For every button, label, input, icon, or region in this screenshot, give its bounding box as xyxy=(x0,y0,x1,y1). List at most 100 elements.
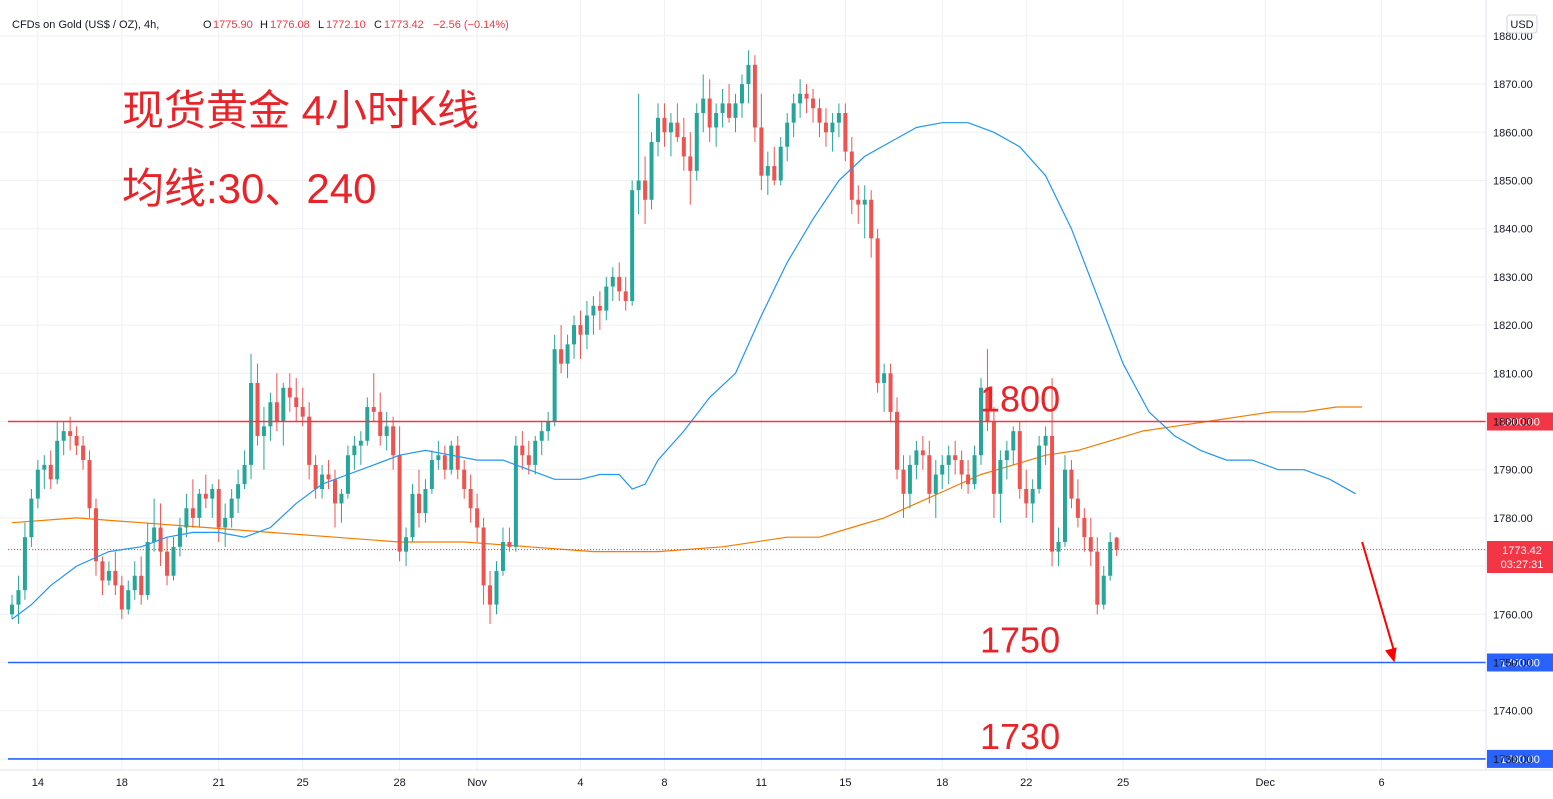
candle xyxy=(591,296,596,335)
candle xyxy=(436,440,441,470)
candle xyxy=(22,522,27,600)
candle-body xyxy=(294,397,299,408)
candle-body xyxy=(307,416,312,465)
candle-body xyxy=(1114,537,1119,550)
level-label-1730: 1730 xyxy=(980,716,1060,757)
candles xyxy=(10,50,1119,624)
y-tick-label: 1810.00 xyxy=(1493,368,1533,380)
candle-body xyxy=(391,426,396,456)
price-axis[interactable]: 1730.001740.001750.001760.001770.001780.… xyxy=(1493,31,1533,766)
candle-body xyxy=(907,464,912,494)
arrow-head xyxy=(1385,647,1397,663)
candle-body xyxy=(42,464,47,470)
candle xyxy=(888,363,893,422)
candle xyxy=(817,98,822,138)
current-price-value: 1773.42 xyxy=(1502,545,1542,557)
candle-body xyxy=(591,305,596,316)
candle-body xyxy=(68,431,73,436)
bar-countdown: 03:27:31 xyxy=(1501,559,1544,571)
candle xyxy=(643,156,648,224)
change-value: −2.56 (−0.14%) xyxy=(433,19,509,31)
candle-body xyxy=(468,488,473,509)
candle xyxy=(991,407,996,518)
candle-body xyxy=(171,546,176,576)
candle-body xyxy=(856,199,861,205)
y-tick-label: 1790.00 xyxy=(1493,465,1533,477)
candle xyxy=(197,488,202,528)
candle-body xyxy=(410,493,415,538)
level-tag-text-1750: 1750.00 xyxy=(1500,658,1540,670)
candle xyxy=(494,561,499,615)
candle xyxy=(578,310,583,359)
currency-badge[interactable] xyxy=(1506,14,1538,34)
candle xyxy=(746,50,751,104)
candle xyxy=(184,493,189,538)
close-label: C xyxy=(374,19,382,31)
candle-body xyxy=(313,464,318,489)
candle-body xyxy=(274,402,279,422)
level-label-1800: 1800 xyxy=(980,379,1060,420)
candle-body xyxy=(727,103,732,118)
candle xyxy=(475,493,480,542)
y-tick-label: 1830.00 xyxy=(1493,272,1533,284)
candle-body xyxy=(785,122,790,147)
candle xyxy=(152,498,157,552)
candle xyxy=(636,93,641,215)
candle-body xyxy=(87,460,92,509)
candle xyxy=(165,537,170,586)
candle-body xyxy=(688,156,693,171)
candle xyxy=(546,411,551,441)
candle-body xyxy=(681,137,686,157)
candle-body xyxy=(572,325,577,345)
candle-body xyxy=(429,460,434,489)
candle-body xyxy=(139,575,144,596)
candle xyxy=(623,276,628,311)
candle xyxy=(681,117,686,171)
candle-body xyxy=(985,387,990,422)
candle-body xyxy=(623,291,628,301)
candle xyxy=(610,267,615,301)
candle xyxy=(74,426,79,456)
candle-body xyxy=(526,455,531,465)
candle-body xyxy=(494,570,499,605)
candle xyxy=(119,575,124,620)
candle xyxy=(1082,508,1087,552)
candle-body xyxy=(862,199,867,205)
candle-body xyxy=(29,498,34,538)
candle-body xyxy=(177,527,182,547)
candle xyxy=(526,440,531,475)
candle xyxy=(727,84,732,123)
trend-arrow xyxy=(1361,541,1397,663)
candle xyxy=(171,537,176,581)
candle-body xyxy=(488,585,493,605)
candle xyxy=(1017,421,1022,499)
candle xyxy=(410,484,415,542)
time-axis[interactable]: 14 18 21 25 28 Nov 4 8 11 15 18 22 25 Dec 6 xyxy=(32,777,1385,789)
candle-body xyxy=(261,426,266,436)
candle xyxy=(55,421,60,485)
candle xyxy=(707,79,712,142)
y-tick-label: 1870.00 xyxy=(1493,79,1533,91)
candle xyxy=(565,334,570,379)
y-tick-label: 1730.00 xyxy=(1493,754,1533,766)
candle-body xyxy=(966,474,971,485)
candle-body xyxy=(720,103,725,114)
symbol-label[interactable]: CFDs on Gold (US$ / OZ), 4h, xyxy=(12,19,159,31)
x-tick-label: 28 xyxy=(393,777,405,789)
candle-body xyxy=(746,64,751,85)
candle-body xyxy=(35,469,40,499)
candle-body xyxy=(778,146,783,181)
candle xyxy=(882,363,887,412)
candle-body xyxy=(823,122,828,133)
candle xyxy=(752,55,757,142)
candle xyxy=(35,460,40,509)
open-label: O xyxy=(203,19,212,31)
candle xyxy=(675,103,680,142)
candle xyxy=(397,426,402,562)
candle-body xyxy=(630,190,635,301)
candle-body xyxy=(604,286,609,311)
candle xyxy=(1037,435,1042,494)
level-tag-1750 xyxy=(1487,653,1553,672)
candle xyxy=(87,450,92,518)
